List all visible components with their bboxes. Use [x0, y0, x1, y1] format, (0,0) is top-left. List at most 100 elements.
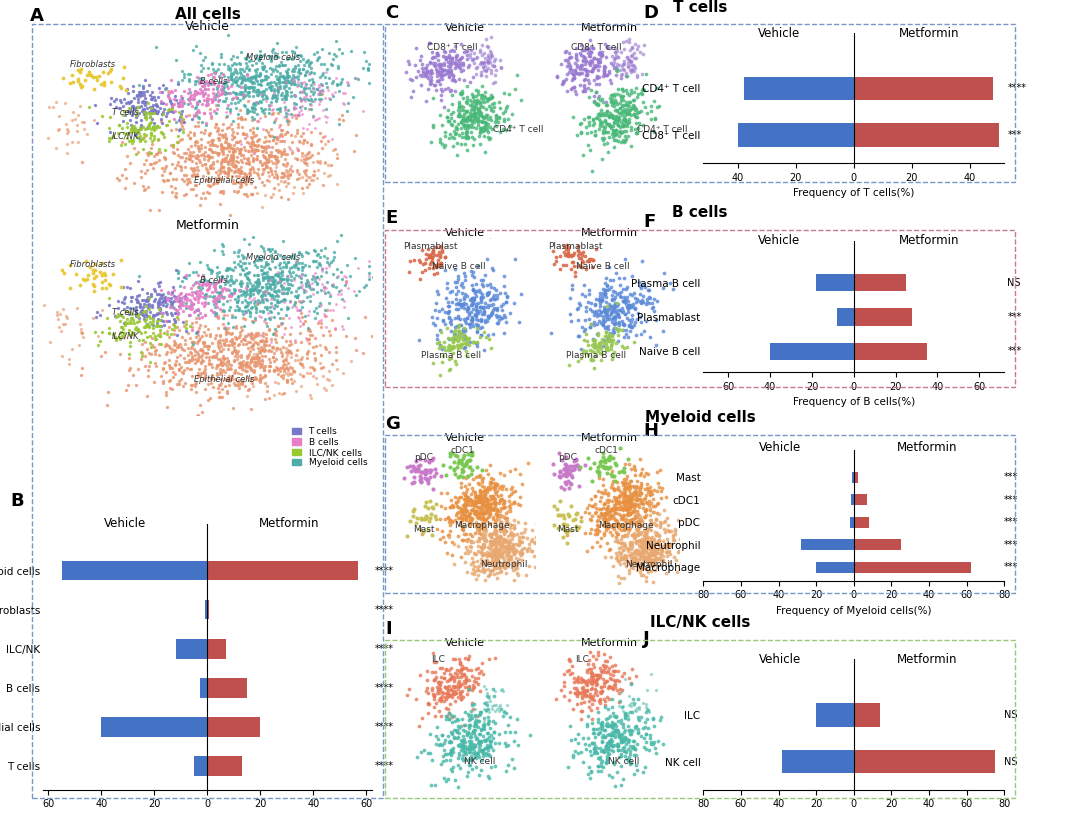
Point — [421, 257, 438, 270]
Point — [442, 332, 459, 345]
Point — [227, 57, 244, 70]
Point — [631, 280, 648, 293]
Point — [215, 334, 232, 347]
Point — [618, 312, 635, 325]
Point — [308, 9, 325, 22]
Point — [443, 536, 460, 549]
Point — [395, 471, 413, 484]
Point — [573, 84, 591, 97]
Point — [297, 284, 314, 297]
Point — [181, 92, 199, 105]
Point — [241, 237, 258, 250]
Point — [593, 718, 610, 731]
Point — [603, 50, 620, 63]
Point — [207, 98, 225, 112]
Point — [295, 286, 312, 299]
Point — [632, 489, 649, 502]
Point — [604, 111, 621, 124]
Point — [457, 492, 474, 505]
Point — [159, 328, 176, 341]
Point — [608, 495, 625, 508]
Point — [269, 362, 286, 375]
Point — [568, 672, 585, 685]
Point — [249, 168, 267, 182]
Point — [278, 179, 295, 192]
Point — [180, 152, 198, 165]
Point — [272, 318, 289, 331]
Point — [213, 366, 230, 379]
Point — [320, 135, 337, 148]
Point — [238, 172, 255, 185]
Point — [291, 246, 308, 259]
Point — [496, 495, 513, 508]
Point — [235, 250, 253, 263]
Point — [581, 744, 598, 757]
Point — [465, 500, 483, 513]
Point — [485, 55, 502, 68]
Point — [421, 466, 438, 479]
Point — [261, 313, 279, 326]
Point — [498, 511, 515, 524]
Point — [632, 493, 649, 506]
Point — [210, 293, 227, 306]
Point — [249, 162, 267, 175]
Point — [451, 326, 469, 339]
Point — [145, 314, 162, 327]
Point — [431, 336, 448, 349]
Point — [224, 370, 241, 383]
Point — [121, 305, 138, 318]
Point — [468, 51, 485, 64]
Point — [475, 720, 492, 733]
Point — [133, 282, 150, 295]
Point — [198, 339, 215, 352]
Point — [616, 42, 633, 55]
Point — [104, 268, 121, 281]
Point — [554, 77, 571, 90]
Text: NS: NS — [1008, 278, 1021, 287]
Point — [589, 723, 606, 736]
Point — [116, 163, 133, 176]
Point — [627, 81, 645, 94]
Point — [152, 97, 170, 110]
Point — [131, 87, 148, 100]
Point — [124, 99, 141, 112]
Point — [586, 340, 604, 353]
Point — [275, 327, 293, 340]
Point — [170, 308, 187, 321]
Point — [491, 510, 509, 523]
Point — [203, 133, 220, 147]
X-axis label: Frequency of T cells(%): Frequency of T cells(%) — [793, 188, 915, 199]
Point — [207, 117, 225, 130]
Point — [218, 323, 235, 336]
Point — [455, 63, 472, 77]
Point — [447, 298, 464, 311]
Point — [135, 142, 152, 155]
Point — [590, 345, 607, 358]
Point — [610, 135, 627, 148]
Point — [475, 744, 492, 757]
Point — [661, 538, 678, 551]
Point — [281, 76, 298, 89]
Point — [444, 652, 461, 665]
Point — [606, 534, 623, 547]
Point — [167, 173, 185, 186]
Point — [624, 300, 642, 313]
Point — [173, 116, 190, 129]
Point — [622, 537, 639, 550]
Point — [630, 548, 647, 561]
Point — [610, 119, 627, 132]
Point — [157, 291, 174, 304]
Point — [622, 756, 639, 769]
Point — [285, 108, 302, 121]
Point — [495, 543, 512, 556]
Point — [455, 533, 472, 546]
Point — [502, 542, 519, 555]
Point — [464, 555, 482, 568]
Point — [596, 519, 613, 532]
Point — [595, 317, 612, 330]
Point — [467, 739, 484, 752]
Point — [444, 72, 461, 85]
Point — [634, 568, 651, 581]
Point — [633, 542, 650, 555]
Point — [451, 762, 469, 775]
